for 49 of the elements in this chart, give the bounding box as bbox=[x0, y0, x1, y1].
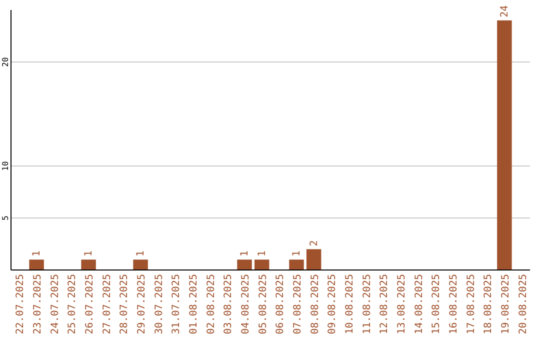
x-tick-label: 01.08.2025 bbox=[188, 274, 200, 334]
x-tick-label: 14.08.2025 bbox=[414, 274, 425, 334]
data-label: 1 bbox=[256, 250, 268, 257]
y-tick-label: 10 bbox=[1, 161, 10, 171]
x-tick-label: 23.07.2025 bbox=[32, 274, 44, 334]
x-tick-label: 07.08.2025 bbox=[292, 274, 304, 334]
data-label: 24 bbox=[499, 5, 510, 18]
x-tick-label: 25.07.2025 bbox=[67, 274, 78, 334]
y-tick-label: 20 bbox=[1, 57, 10, 67]
x-tick-label: 30.07.2025 bbox=[154, 274, 165, 334]
x-tick-label: 28.07.2025 bbox=[119, 274, 130, 334]
data-label: 2 bbox=[308, 240, 320, 246]
x-tick-label: 03.08.2025 bbox=[223, 274, 234, 334]
data-label: 1 bbox=[291, 250, 302, 257]
x-tick-label: 10.08.2025 bbox=[344, 274, 356, 334]
x-tick-label: 13.08.2025 bbox=[396, 274, 408, 334]
x-tick-label: 04.08.2025 bbox=[240, 274, 252, 334]
y-tick-label: 5 bbox=[1, 215, 10, 220]
x-tick-label: 27.07.2025 bbox=[102, 274, 113, 334]
data-label: 1 bbox=[84, 250, 95, 257]
data-label: 1 bbox=[136, 250, 147, 257]
x-tick-label: 17.08.2025 bbox=[466, 274, 477, 334]
x-tick-label: 12.08.2025 bbox=[379, 274, 390, 334]
x-tick-label: 05.08.2025 bbox=[258, 274, 269, 334]
x-tick-label: 22.07.2025 bbox=[15, 274, 26, 334]
bar bbox=[289, 260, 304, 270]
bar bbox=[81, 260, 96, 270]
x-tick-label: 29.07.2025 bbox=[136, 274, 148, 334]
bar bbox=[29, 260, 44, 270]
bar bbox=[497, 20, 512, 270]
data-label: 1 bbox=[32, 250, 43, 257]
x-tick-label: 26.07.2025 bbox=[84, 274, 96, 334]
x-tick-label: 31.07.2025 bbox=[171, 274, 182, 334]
x-tick-label: 24.07.2025 bbox=[50, 274, 61, 334]
bar bbox=[306, 249, 322, 270]
bar bbox=[133, 260, 148, 270]
x-tick-label: 15.08.2025 bbox=[431, 274, 442, 334]
bar bbox=[237, 260, 252, 270]
x-tick-label: 02.08.2025 bbox=[206, 274, 217, 334]
x-tick-label: 18.08.2025 bbox=[483, 274, 494, 334]
x-tick-label: 11.08.2025 bbox=[362, 274, 373, 334]
x-tick-label: 19.08.2025 bbox=[500, 274, 512, 334]
x-tick-label: 08.08.2025 bbox=[310, 274, 321, 334]
x-tick-label: 20.08.2025 bbox=[518, 274, 529, 334]
x-tick-label: 16.08.2025 bbox=[448, 274, 460, 334]
data-label: 1 bbox=[240, 250, 251, 257]
x-tick-label: 09.08.2025 bbox=[327, 274, 338, 334]
bar bbox=[254, 260, 270, 270]
x-tick-label: 06.08.2025 bbox=[275, 274, 286, 334]
